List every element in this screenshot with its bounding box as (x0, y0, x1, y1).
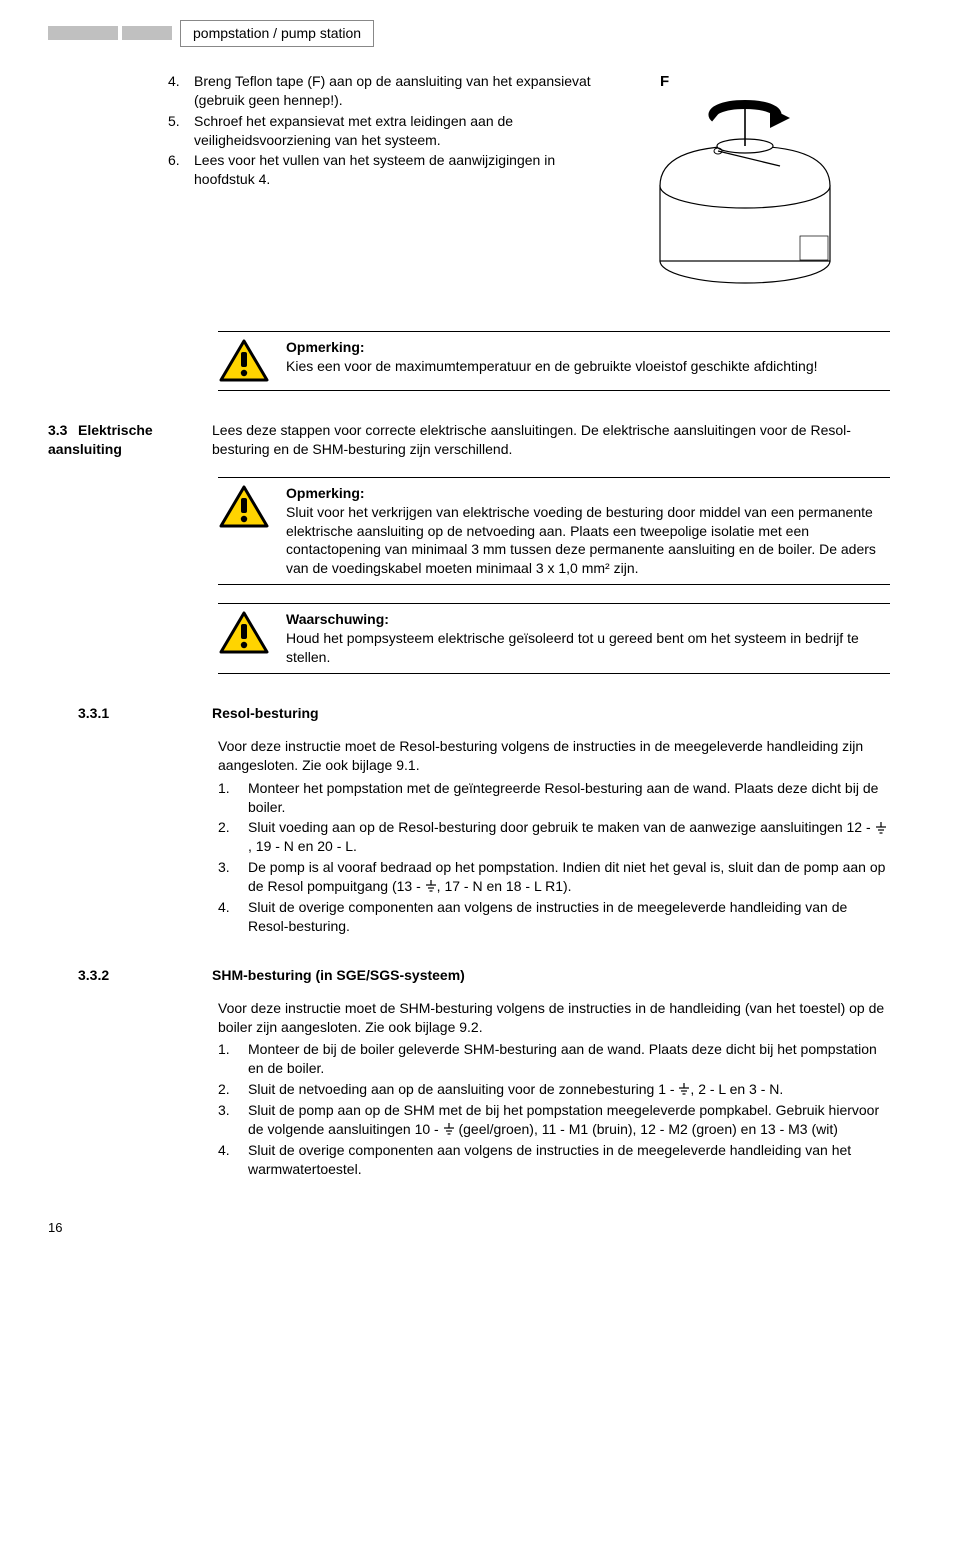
section-3-3-1-body: Voor deze instructie moet de Resol-bestu… (218, 737, 890, 936)
section-heading: 3.3Elektrische aansluiting (48, 421, 198, 459)
step-list: 4.Breng Teflon tape (F) aan op de aanslu… (168, 72, 600, 301)
note-text: Opmerking: Sluit voor het verkrijgen van… (286, 484, 890, 578)
section-3-3-2-heading: 3.3.2 SHM-besturing (in SGE/SGS-systeem) (48, 966, 890, 985)
header-title: pompstation / pump station (180, 20, 374, 47)
step-item: 6.Lees voor het vullen van het systeem d… (168, 151, 600, 189)
page-number: 16 (48, 1219, 62, 1237)
figure-column: F (630, 72, 890, 301)
warning-icon (218, 338, 270, 384)
page-header: pompstation / pump station (48, 20, 890, 47)
warning-block: Waarschuwing: Houd het pompsysteem elekt… (218, 603, 890, 674)
subsection-intro: Voor deze instructie moet de SHM-besturi… (218, 999, 890, 1037)
list-item: 4.Sluit de overige componenten aan volge… (218, 1141, 890, 1179)
steps-and-figure: 4.Breng Teflon tape (F) aan op de aanslu… (168, 72, 890, 301)
subsection-title: SHM-besturing (in SGE/SGS-systeem) (212, 966, 465, 985)
note-title: Waarschuwing: (286, 611, 389, 627)
note-body: Sluit voor het verkrijgen van elektrisch… (286, 504, 876, 577)
list-item: 2.Sluit voeding aan op de Resol-besturin… (218, 818, 890, 856)
section-3-3-2-body: Voor deze instructie moet de SHM-besturi… (218, 999, 890, 1179)
list-item: 1.Monteer de bij de boiler geleverde SHM… (218, 1040, 890, 1078)
list-item: 1.Monteer het pompstation met de geïnteg… (218, 779, 890, 817)
list-item: 4.Sluit de overige componenten aan volge… (218, 898, 890, 936)
header-bar-segment (122, 26, 172, 40)
subsection-title: Resol-besturing (212, 704, 319, 723)
warning-icon (218, 610, 270, 656)
section-3-3: 3.3Elektrische aansluiting Lees deze sta… (48, 421, 890, 459)
list-item: 3.De pomp is al vooraf bedraad op het po… (218, 858, 890, 896)
note-body: Houd het pompsysteem elektrische geïsole… (286, 630, 859, 665)
subsection-number: 3.3.2 (48, 966, 198, 985)
note-block: Opmerking: Sluit voor het verkrijgen van… (218, 477, 890, 585)
note-text: Waarschuwing: Houd het pompsysteem elekt… (286, 610, 890, 667)
section-3-3-1-heading: 3.3.1 Resol-besturing (48, 704, 890, 723)
note-text: Opmerking: Kies een voor de maximumtempe… (286, 338, 890, 384)
warning-icon (218, 484, 270, 530)
section-number: 3.3 (48, 421, 78, 440)
note-title: Opmerking: (286, 339, 365, 355)
list-item: 3.Sluit de pomp aan op de SHM met de bij… (218, 1101, 890, 1139)
note-title: Opmerking: (286, 485, 365, 501)
subsection-intro: Voor deze instructie moet de Resol-bestu… (218, 737, 890, 775)
expansion-vessel-icon (630, 96, 860, 296)
list-item: 2.Sluit de netvoeding aan op de aansluit… (218, 1080, 890, 1099)
subsection-number: 3.3.1 (48, 704, 198, 723)
note-block: Opmerking: Kies een voor de maximumtempe… (218, 331, 890, 391)
figure-label: F (660, 72, 890, 92)
step-item: 4.Breng Teflon tape (F) aan op de aanslu… (168, 72, 600, 110)
note-body: Kies een voor de maximumtemperatuur en d… (286, 358, 818, 374)
section-intro: Lees deze stappen voor correcte elektris… (212, 421, 890, 459)
header-bar-segment (48, 26, 118, 40)
step-item: 5.Schroef het expansievat met extra leid… (168, 112, 600, 150)
